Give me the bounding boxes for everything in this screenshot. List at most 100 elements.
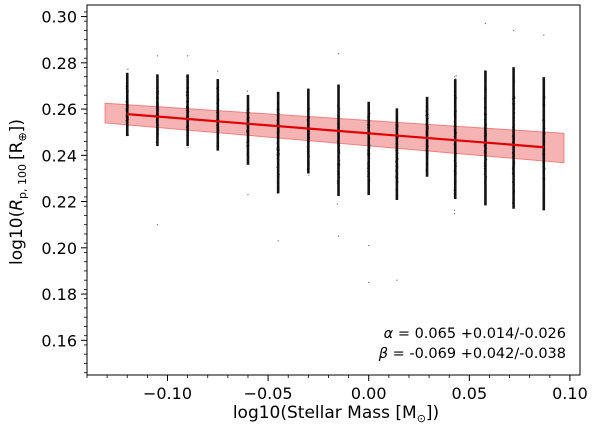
scatter-point [543,177,546,179]
plot-frame [86,4,581,376]
scatter-point [217,108,219,110]
scatter-point [426,101,428,103]
scatter-point [543,162,545,165]
scatter-point [543,180,545,182]
scatter-point [511,156,514,158]
scatter-point [543,125,545,127]
scatter-point [484,167,486,170]
scatter-point [512,77,515,79]
scatter-point [397,181,399,183]
fit-confidence-band-layer [104,102,565,164]
scatter-point [336,114,339,117]
scatter-point [368,115,370,118]
y-tick-label: 0.28 [41,54,77,73]
scatter-point [453,115,456,117]
scatter-point [542,114,544,117]
scatter-point [306,120,309,122]
scatter-point [155,136,158,139]
scatter-point [512,162,515,164]
scatter-point [278,163,280,166]
scatter-point [512,164,515,166]
scatter-point [485,124,488,126]
scatter-column [395,108,399,281]
scatter-point [185,106,188,108]
scatter-point [337,134,339,136]
scatter-point [308,119,310,122]
scatter-point [155,141,157,143]
scatter-point [157,114,160,116]
scatter-point [248,117,250,119]
scatter-point [127,107,129,109]
scatter-point [426,140,429,143]
scatter-point [397,141,399,144]
scatter-point [485,153,487,155]
scatter-point [157,110,159,112]
scatter-point [427,108,429,110]
scatter-point [511,173,514,175]
scatter-point [215,124,218,127]
scatter-point [454,143,456,145]
scatter-point [276,192,278,194]
scatter-point [427,127,429,129]
scatter-point [513,136,515,138]
scatter-point [485,97,487,99]
scatter-point [483,173,486,175]
scatter-point [278,136,280,138]
scatter-point [513,117,515,119]
scatter-point [543,141,546,143]
scatter-point [338,115,340,118]
scatter-point [483,126,486,128]
scatter-point [246,129,248,131]
scatter-point [126,111,129,113]
scatter-point [308,167,310,170]
scatter-point [368,151,370,153]
scatter-point [277,116,279,118]
scatter-point [396,179,398,182]
scatter-point [513,107,516,110]
scatter-outlier [512,29,515,32]
scatter-point [187,115,189,117]
scatter-point [426,147,428,150]
scatter-point [485,147,488,149]
scatter-point [276,180,279,182]
scatter-point [246,134,249,136]
scatter-point [247,108,249,110]
scatter-point [512,157,514,160]
scatter-point [187,81,190,84]
scatter-point [455,172,457,175]
scatter-point [396,172,398,174]
scatter-point [483,132,486,134]
scatter-point [427,117,429,120]
scatter-point [246,141,248,144]
scatter-point [484,100,487,102]
scatter-point [278,123,280,126]
scatter-point [338,137,340,139]
scatter-point [512,135,515,137]
scatter-point [425,142,428,145]
scatter-point [483,162,485,164]
scatter-point [217,95,219,97]
scatter-point [542,168,544,171]
scatter-point [396,132,399,134]
scatter-point [156,130,159,133]
scatter-point [543,131,546,133]
scatter-point [543,139,546,142]
scatter-point [366,170,369,172]
scatter-outlier [396,279,398,281]
scatter-point [337,170,339,172]
scatter-point [339,108,341,110]
scatter-point [217,116,220,119]
scatter-point [126,109,128,111]
scatter-point [543,154,545,156]
scatter-point [368,160,370,163]
scatter-point [156,127,158,129]
scatter-point [307,140,309,143]
scatter-point [367,129,369,132]
scatter-point [543,183,546,186]
scatter-point [218,93,220,96]
scatter-point [485,113,488,116]
scatter-point [307,138,309,140]
scatter-point [543,126,545,128]
scatter-point [248,108,250,110]
scatter-point [453,95,456,97]
